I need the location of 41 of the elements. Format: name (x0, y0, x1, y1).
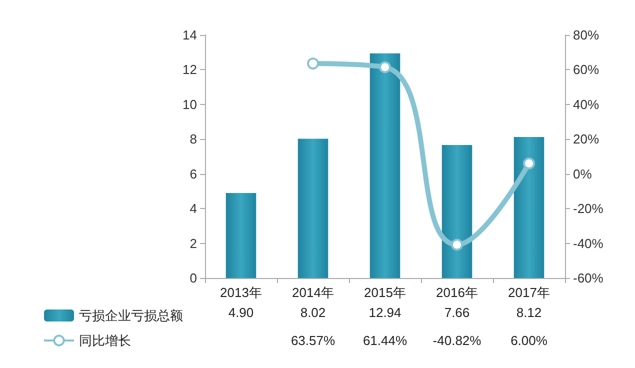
bar (298, 138, 328, 278)
data-label: 12.94 (368, 305, 402, 320)
point (451, 238, 463, 251)
data-label: 6.00% (510, 333, 548, 348)
y-tick-label: 4 (190, 201, 197, 216)
data-label: 63.57% (290, 333, 336, 348)
y-tick-label: 6 (190, 166, 197, 182)
x-tick-label: 2017年 (508, 285, 550, 300)
y2-tick-label: 0% (573, 166, 592, 182)
x-tick-label: 2016年 (436, 285, 478, 300)
y2-tick-label: -60% (573, 270, 604, 286)
y-tick-label: 2 (190, 236, 197, 251)
y-tick-label: 12 (182, 62, 197, 78)
point (307, 58, 319, 70)
legend-label: 亏损企业亏损总额 (79, 308, 183, 323)
y-tick-label: 10 (182, 96, 197, 112)
bar (514, 137, 544, 278)
data-label: 61.44% (362, 333, 408, 348)
y2-tick-label: -40% (573, 236, 604, 251)
bar (370, 53, 400, 278)
y2-tick-label: 40% (573, 96, 600, 112)
y2-tick-label: 60% (573, 62, 600, 78)
data-label: 8.12 (516, 305, 542, 320)
x-tick-label: 2013年 (220, 285, 262, 300)
data-label: 8.02 (300, 305, 326, 320)
y-tick-label: 14 (182, 28, 197, 42)
y2-tick-label: 20% (573, 132, 600, 147)
point (379, 61, 391, 74)
data-label: -40.82% (432, 333, 482, 348)
y-tick-label: 8 (190, 132, 197, 147)
data-label: 7.66 (444, 305, 470, 320)
x-tick-label: 2015年 (364, 285, 406, 300)
legend-label: 同比增长 (79, 333, 131, 348)
bar (226, 192, 256, 278)
bar (442, 145, 472, 278)
y2-tick-label: 80% (573, 28, 600, 42)
x-tick-label: 2014年 (292, 285, 334, 300)
point (523, 157, 535, 170)
data-label: 4.90 (228, 305, 254, 320)
y2-tick-label: -20% (573, 201, 604, 216)
y-tick-label: 0 (190, 270, 197, 286)
